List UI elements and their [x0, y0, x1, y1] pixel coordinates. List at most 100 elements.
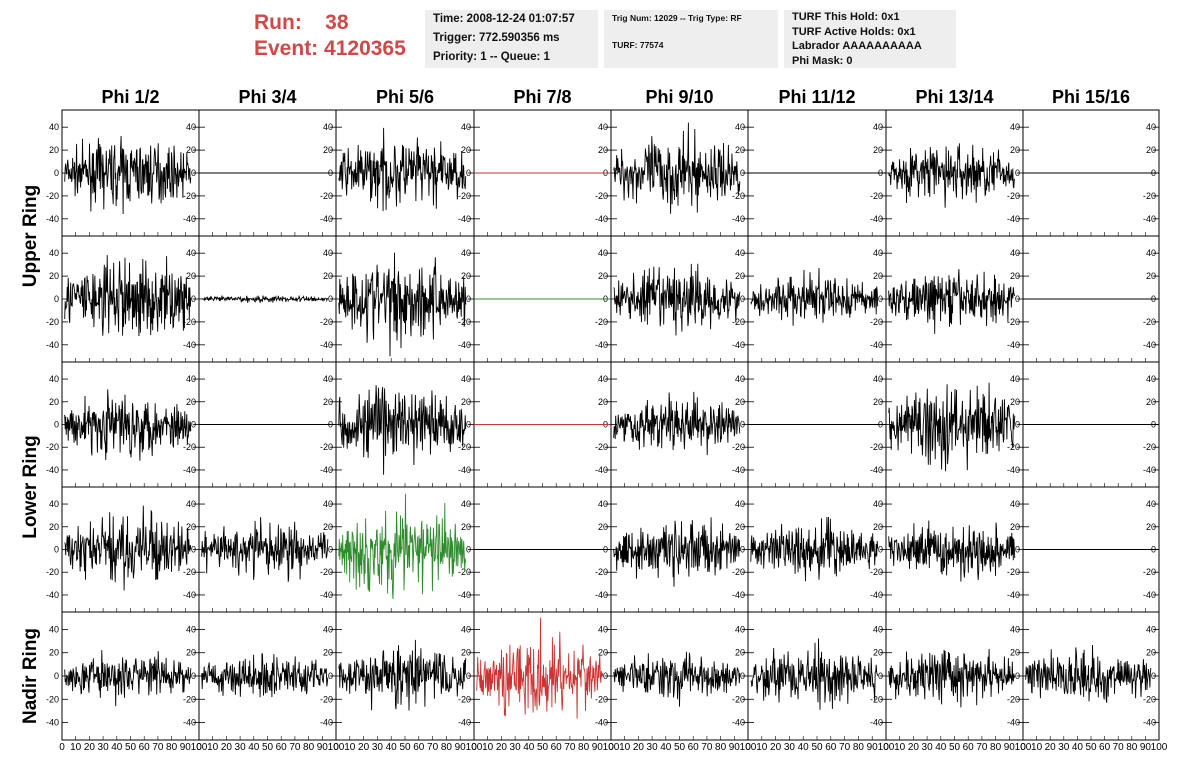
waveform-trace	[476, 617, 604, 719]
y-tick-label: -40	[595, 214, 608, 224]
y-tick-label: 20	[1010, 522, 1020, 532]
x-tick-label: 70	[289, 742, 301, 753]
y-tick-label: 20	[598, 271, 608, 281]
trig-num-text: Trig Num: 12029 -- Trig Type: RF	[612, 13, 742, 23]
x-tick-label: 0	[333, 742, 339, 753]
y-tick-label: 0	[878, 294, 883, 304]
y-tick-label: 20	[461, 145, 471, 155]
x-tick-label: 60	[688, 742, 700, 753]
y-tick-label: -20	[595, 191, 608, 201]
y-tick-label: 40	[735, 374, 745, 384]
x-tick-label: 30	[98, 742, 110, 753]
y-tick-label: 40	[49, 499, 59, 509]
y-tick-label: 20	[49, 271, 59, 281]
y-tick-label: -40	[870, 340, 883, 350]
y-tick-label: 20	[1010, 145, 1020, 155]
y-tick-label: 20	[323, 648, 333, 658]
x-tick-label: 40	[660, 742, 672, 753]
y-tick-label: -20	[595, 567, 608, 577]
waveform-trace	[64, 650, 192, 707]
turf-text: TURF: 77574	[612, 40, 664, 50]
y-tick-label: 0	[740, 545, 745, 555]
x-tick-label: 50	[811, 742, 823, 753]
y-tick-label: 40	[323, 248, 333, 258]
y-tick-label: -40	[1143, 340, 1156, 350]
x-tick-label: 40	[798, 742, 810, 753]
y-tick-label: 20	[461, 648, 471, 658]
y-tick-label: -20	[732, 317, 745, 327]
y-tick-label: 20	[49, 397, 59, 407]
y-tick-label: 40	[1010, 374, 1020, 384]
x-tick-label: 80	[715, 742, 727, 753]
y-tick-label: -40	[1007, 718, 1020, 728]
x-tick-label: 60	[551, 742, 563, 753]
x-tick-label: 10	[619, 742, 631, 753]
x-tick-label: 50	[537, 742, 549, 753]
x-tick-label: 60	[1099, 742, 1111, 753]
run-event-block: Run: 38 Event: 4120365	[254, 10, 406, 62]
waveform-trace	[888, 520, 1016, 582]
x-tick-label: 10	[894, 742, 906, 753]
y-tick-label: 40	[873, 248, 883, 258]
y-tick-label: 20	[323, 271, 333, 281]
y-tick-label: 20	[873, 522, 883, 532]
y-tick-label: -20	[458, 694, 471, 704]
y-tick-label: -20	[870, 317, 883, 327]
y-tick-label: -40	[320, 465, 333, 475]
y-tick-label: 0	[740, 420, 745, 430]
y-tick-label: -20	[183, 567, 196, 577]
y-tick-label: 0	[1015, 294, 1020, 304]
y-tick-label: 40	[598, 499, 608, 509]
y-tick-label: 20	[873, 145, 883, 155]
y-tick-label: -20	[458, 191, 471, 201]
x-tick-label: 40	[111, 742, 123, 753]
x-tick-label: 90	[592, 742, 604, 753]
y-tick-label: 40	[598, 374, 608, 384]
y-tick-label: 20	[873, 271, 883, 281]
y-tick-label: 0	[603, 671, 608, 681]
y-tick-label: 40	[873, 624, 883, 634]
x-tick-label: 0	[883, 742, 889, 753]
x-tick-label: 100	[328, 742, 345, 753]
y-tick-label: 40	[1010, 624, 1020, 634]
waveform-trace	[750, 638, 879, 710]
waveform-trace	[64, 135, 192, 215]
y-tick-label: 20	[735, 648, 745, 658]
waveform-trace	[750, 516, 879, 582]
y-tick-label: 40	[323, 374, 333, 384]
y-tick-label: 0	[466, 294, 471, 304]
x-tick-label: 20	[770, 742, 782, 753]
x-tick-label: 10	[207, 742, 219, 753]
y-tick-label: -40	[458, 340, 471, 350]
y-tick-label: -20	[46, 694, 59, 704]
x-tick-label: 30	[647, 742, 659, 753]
y-tick-label: 0	[878, 671, 883, 681]
row-label: Nadir Ring	[20, 628, 41, 724]
waveform-trace	[613, 391, 741, 456]
waveform-trace	[338, 493, 467, 600]
y-tick-label: 20	[735, 145, 745, 155]
x-tick-label: 80	[853, 742, 865, 753]
y-tick-label: -20	[183, 442, 196, 452]
waveform-trace	[338, 639, 467, 711]
y-tick-label: 40	[1146, 122, 1156, 132]
row-label: Upper Ring	[20, 185, 41, 287]
y-tick-label: 40	[873, 499, 883, 509]
y-tick-label: -20	[595, 317, 608, 327]
waveform-trace	[613, 263, 741, 336]
y-tick-label: 0	[54, 168, 59, 178]
y-tick-label: 20	[598, 648, 608, 658]
column-header: Phi 13/14	[915, 87, 993, 107]
y-tick-label: -20	[320, 442, 333, 452]
y-tick-label: 40	[49, 248, 59, 258]
y-tick-label: -20	[1143, 317, 1156, 327]
trig-info-box: Trig Num: 12029 -- Trig Type: RF TURF: 7…	[604, 10, 778, 68]
turf-active-text: TURF Active Holds: 0x1	[792, 25, 916, 38]
x-tick-label: 100	[1151, 742, 1168, 753]
y-tick-label: -20	[732, 694, 745, 704]
x-tick-label: 70	[152, 742, 164, 753]
y-tick-label: -40	[46, 718, 59, 728]
y-tick-label: 40	[323, 624, 333, 634]
x-tick-label: 90	[455, 742, 467, 753]
x-tick-label: 40	[523, 742, 535, 753]
